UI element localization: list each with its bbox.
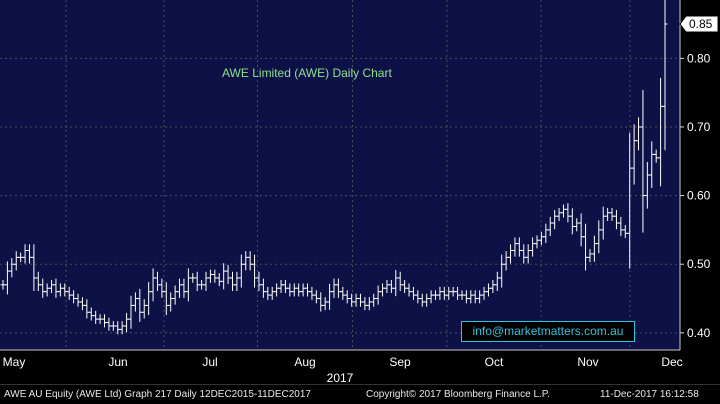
y-tick-label: 0.70 — [687, 120, 711, 134]
plot-area — [0, 0, 680, 350]
x-month-label: Oct — [485, 355, 504, 369]
y-axis: 0.40 0.50 0.60 0.70 0.80 0.85 — [679, 0, 719, 350]
grid-lines — [0, 0, 680, 350]
chart-title: AWE Limited (AWE) Daily Chart — [222, 66, 392, 80]
x-month-label: Nov — [577, 355, 598, 369]
x-month-label: May — [3, 355, 26, 369]
x-month-label: Jul — [202, 355, 217, 369]
ohlc-bars — [0, 0, 668, 335]
y-tick-label: 0.40 — [687, 326, 711, 340]
x-month-label: Dec — [661, 355, 682, 369]
y-tick-label: 0.80 — [687, 51, 711, 65]
last-price-badge — [679, 15, 719, 33]
status-footer: AWE AU Equity (AWE Ltd) Graph 217 Daily … — [0, 384, 720, 404]
footer-security: AWE AU Equity (AWE Ltd) Graph 217 Daily … — [4, 389, 311, 400]
last-price-label: 0.85 — [689, 17, 713, 31]
x-axis: May Jun Jul Aug Sep Oct Nov Dec 2017 — [0, 349, 683, 385]
x-year-label: 2017 — [327, 371, 354, 385]
y-tick-label: 0.60 — [687, 189, 711, 203]
footer-timestamp: 11-Dec-2017 16:12:58 — [600, 389, 699, 400]
ohlc-bar — [662, 0, 668, 151]
x-month-label: Aug — [294, 355, 315, 369]
x-month-label: Jun — [108, 355, 127, 369]
x-month-label: Sep — [389, 355, 411, 369]
watermark-link[interactable]: info@marketmatters.com.au — [461, 321, 635, 342]
y-tick-label: 0.50 — [687, 257, 711, 271]
footer-copyright: Copyright© 2017 Bloomberg Finance L.P. — [366, 389, 550, 400]
